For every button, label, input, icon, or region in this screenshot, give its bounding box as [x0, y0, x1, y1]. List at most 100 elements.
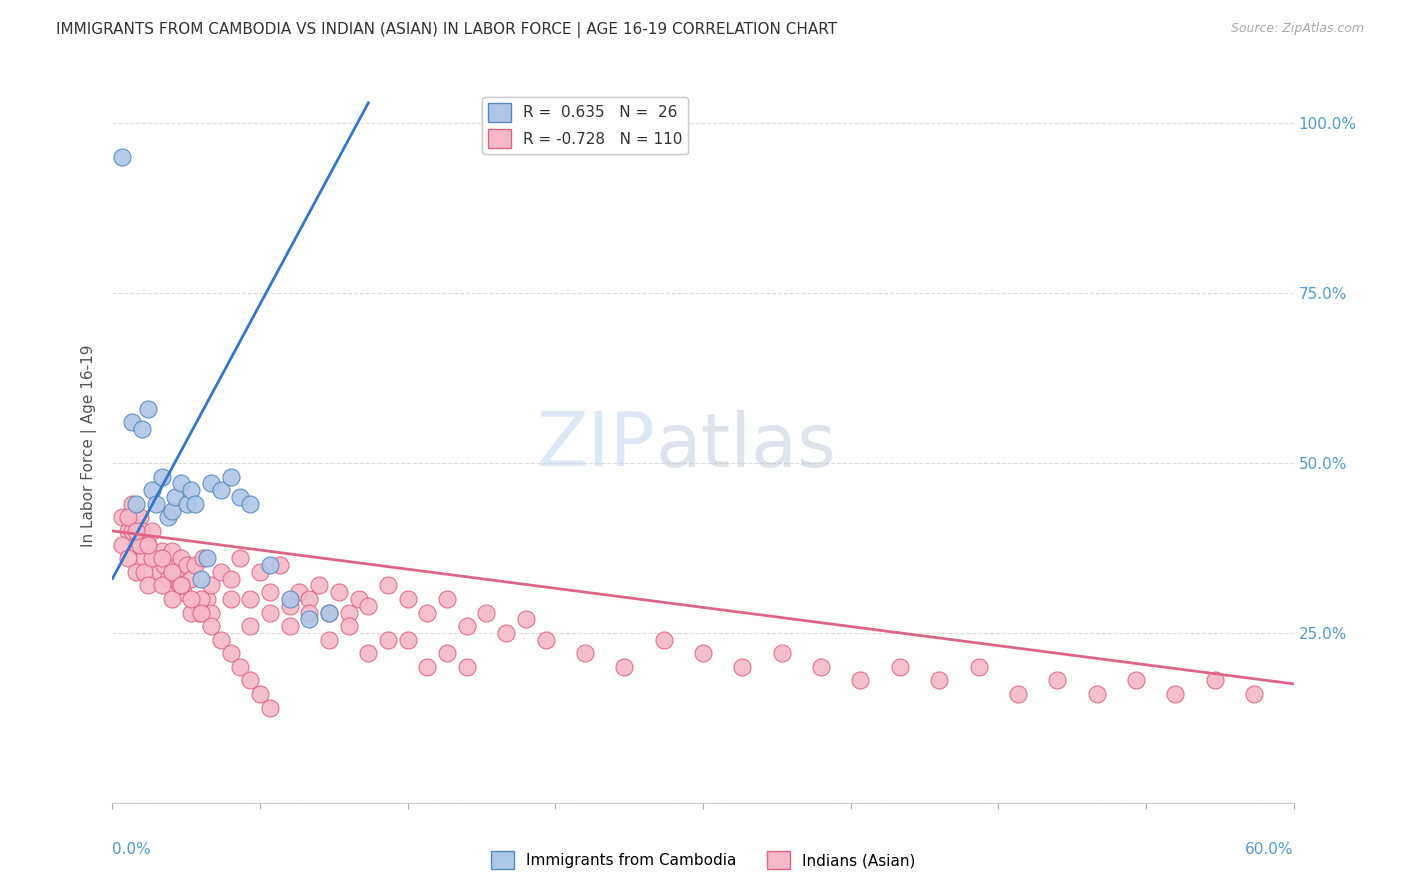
Point [169, 578, 191, 592]
Point [396, 591, 419, 606]
Point [172, 585, 194, 599]
Point [136, 401, 159, 416]
Point [239, 673, 262, 688]
Point [190, 572, 212, 586]
Point [259, 558, 281, 572]
Point [200, 476, 222, 491]
Point [337, 619, 360, 633]
Point [810, 660, 832, 674]
Point [1204, 673, 1226, 688]
Point [121, 524, 143, 538]
Point [396, 632, 419, 647]
Point [574, 646, 596, 660]
Point [150, 578, 173, 592]
Point [180, 606, 202, 620]
Point [160, 565, 183, 579]
Point [534, 632, 557, 647]
Point [298, 606, 321, 620]
Point [156, 572, 179, 586]
Text: 60.0%: 60.0% [1246, 842, 1294, 857]
Point [278, 619, 301, 633]
Point [328, 585, 350, 599]
Point [239, 619, 262, 633]
Point [117, 524, 139, 538]
Point [219, 646, 242, 660]
Point [249, 687, 271, 701]
Point [117, 510, 139, 524]
Point [141, 551, 163, 566]
Point [200, 578, 222, 592]
Point [165, 565, 187, 579]
Point [770, 646, 793, 660]
Point [1085, 687, 1108, 701]
Point [416, 606, 439, 620]
Point [125, 537, 148, 551]
Point [131, 422, 153, 436]
Point [170, 476, 193, 491]
Point [377, 632, 399, 647]
Point [190, 591, 212, 606]
Point [125, 524, 148, 538]
Legend: Immigrants from Cambodia, Indians (Asian): Immigrants from Cambodia, Indians (Asian… [485, 845, 921, 875]
Text: IMMIGRANTS FROM CAMBODIA VS INDIAN (ASIAN) IN LABOR FORCE | AGE 16-19 CORRELATIO: IMMIGRANTS FROM CAMBODIA VS INDIAN (ASIA… [56, 22, 838, 38]
Point [652, 632, 675, 647]
Point [475, 606, 498, 620]
Point [318, 606, 340, 620]
Point [160, 591, 183, 606]
Point [180, 591, 202, 606]
Point [200, 619, 222, 633]
Point [170, 578, 193, 592]
Point [132, 565, 155, 579]
Point [1007, 687, 1029, 701]
Point [160, 503, 183, 517]
Point [184, 497, 207, 511]
Point [111, 510, 134, 524]
Point [239, 591, 262, 606]
Point [150, 544, 173, 558]
Point [129, 510, 152, 524]
Point [928, 673, 950, 688]
Point [377, 578, 399, 592]
Point [141, 483, 163, 498]
Point [967, 660, 990, 674]
Point [278, 599, 301, 613]
Point [180, 572, 202, 586]
Point [165, 490, 187, 504]
Point [219, 591, 242, 606]
Text: atlas: atlas [655, 409, 837, 483]
Point [456, 619, 478, 633]
Point [111, 537, 134, 551]
Point [209, 565, 232, 579]
Point [249, 565, 271, 579]
Point [337, 606, 360, 620]
Point [132, 551, 155, 566]
Point [111, 150, 134, 164]
Point [1125, 673, 1147, 688]
Point [149, 565, 172, 579]
Point [136, 537, 159, 551]
Point [259, 585, 281, 599]
Point [125, 565, 148, 579]
Point [318, 606, 340, 620]
Point [209, 632, 232, 647]
Point [184, 558, 207, 572]
Point [150, 469, 173, 483]
Point [515, 612, 537, 626]
Point [150, 551, 173, 566]
Point [170, 551, 193, 566]
Point [190, 606, 212, 620]
Point [136, 537, 159, 551]
Point [889, 660, 911, 674]
Point [229, 490, 252, 504]
Point [129, 537, 152, 551]
Point [318, 632, 340, 647]
Point [259, 606, 281, 620]
Point [436, 591, 458, 606]
Y-axis label: In Labor Force | Age 16-19: In Labor Force | Age 16-19 [80, 344, 97, 548]
Point [176, 558, 198, 572]
Point [195, 551, 218, 566]
Point [347, 591, 370, 606]
Point [117, 551, 139, 566]
Point [156, 510, 179, 524]
Point [731, 660, 754, 674]
